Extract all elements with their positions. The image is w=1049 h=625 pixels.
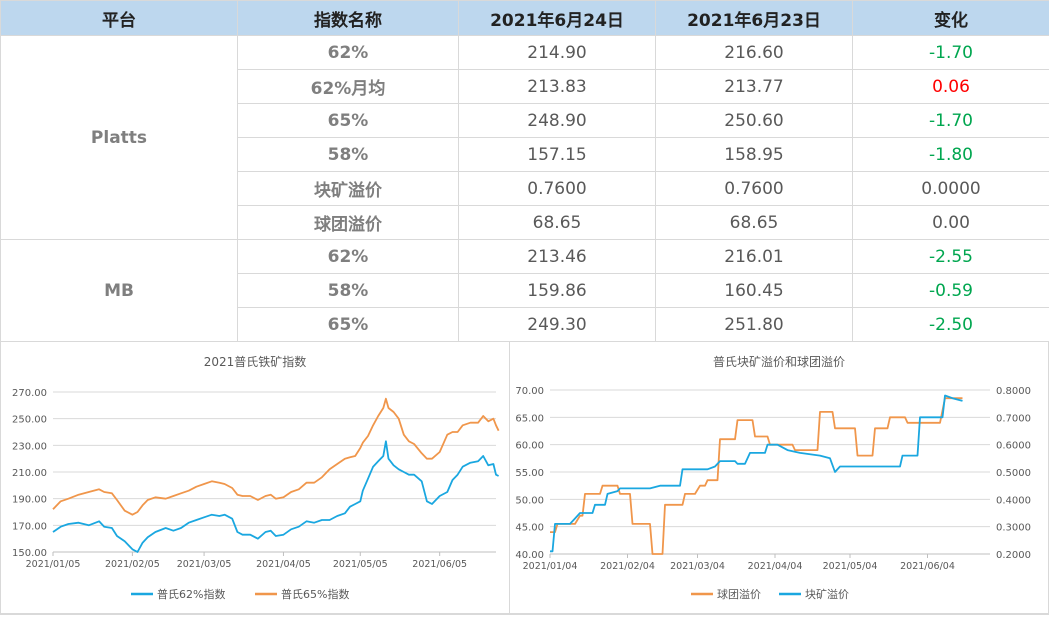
series-line-2: [53, 399, 499, 515]
platts-index-chart-panel: 2021普氏铁矿指数 150.00 170.00 190.00 210.00 230.00…: [0, 341, 510, 615]
header-index-name: 指数名称: [238, 1, 459, 36]
y-tick-label: 55.00: [515, 468, 544, 479]
index-name-cell: 62%月均: [238, 70, 459, 104]
index-name-cell: 58%: [238, 138, 459, 172]
x-tick-label: 2021/05/05: [333, 559, 388, 570]
premium-chart-panel: 普氏块矿溢价和球团溢价 40.00 45.00 50.00 55.00 60.00 65.0…: [509, 341, 1049, 615]
y-tick-label: 65.00: [515, 413, 544, 424]
index-name-cell: 65%: [238, 104, 459, 138]
y-right-tick-label: 0.3000: [996, 523, 1031, 534]
x-tick-label: 2021/06/04: [900, 561, 955, 572]
y-tick-label: 250.00: [12, 415, 47, 426]
header-date-1: 2021年6月24日: [459, 1, 656, 36]
x-tick-label: 2021/06/05: [412, 559, 467, 570]
change-cell: -2.55: [853, 240, 1049, 274]
y-tick-label: 50.00: [515, 495, 544, 506]
y-right-tick-label: 0.6000: [996, 441, 1031, 452]
index-name-cell: 块矿溢价: [238, 172, 459, 206]
index-name-cell: 65%: [238, 308, 459, 342]
y-tick-label: 190.00: [12, 495, 47, 506]
y-tick-label: 40.00: [515, 550, 544, 561]
value-date2-cell: 216.01: [656, 240, 853, 274]
platform-cell: MB: [1, 240, 238, 342]
change-cell: 0.0000: [853, 172, 1049, 206]
chart-title: 2021普氏铁矿指数: [204, 354, 307, 369]
y-right-tick-label: 0.7000: [996, 413, 1031, 424]
header-change: 变化: [853, 1, 1049, 36]
value-date1-cell: 68.65: [459, 206, 656, 240]
change-cell: -1.70: [853, 104, 1049, 138]
value-date1-cell: 213.83: [459, 70, 656, 104]
value-date1-cell: 0.7600: [459, 172, 656, 206]
value-date1-cell: 249.30: [459, 308, 656, 342]
x-tick-label: 2021/01/04: [523, 561, 578, 572]
change-cell: 0.00: [853, 206, 1049, 240]
y-tick-label: 170.00: [12, 521, 47, 532]
platform-cell: Platts: [1, 36, 238, 240]
change-cell: -1.80: [853, 138, 1049, 172]
value-date2-cell: 250.60: [656, 104, 853, 138]
y-right-tick-label: 0.2000: [996, 550, 1031, 561]
change-cell: -0.59: [853, 274, 1049, 308]
value-date2-cell: 216.60: [656, 36, 853, 70]
x-tick-label: 2021/03/05: [177, 559, 232, 570]
series-line-2: [550, 396, 963, 552]
change-cell: 0.06: [853, 70, 1049, 104]
value-date1-cell: 213.46: [459, 240, 656, 274]
x-tick-label: 2021/01/05: [26, 559, 81, 570]
premium-chart: 普氏块矿溢价和球团溢价 40.00 45.00 50.00 55.00 60.00 65.0…: [510, 342, 1048, 614]
y-tick-label: 60.00: [515, 441, 544, 452]
y-tick-label: 210.00: [12, 468, 47, 479]
chart-title: 普氏块矿溢价和球团溢价: [713, 355, 845, 369]
y-tick-label: 70.00: [515, 386, 544, 397]
bottom-divider: [0, 613, 1049, 625]
index-name-cell: 62%: [238, 36, 459, 70]
index-name-cell: 62%: [238, 240, 459, 274]
change-cell: -1.70: [853, 36, 1049, 70]
index-name-cell: 球团溢价: [238, 206, 459, 240]
value-date2-cell: 160.45: [656, 274, 853, 308]
index-name-cell: 58%: [238, 274, 459, 308]
value-date1-cell: 248.90: [459, 104, 656, 138]
x-tick-label: 2021/04/05: [256, 559, 311, 570]
table-header-row: 平台 指数名称 2021年6月24日 2021年6月23日 变化: [1, 1, 1049, 36]
header-platform: 平台: [1, 1, 238, 36]
platts-index-chart: 2021普氏铁矿指数 150.00 170.00 190.00 210.00 230.00…: [1, 342, 509, 614]
change-cell: -2.50: [853, 308, 1049, 342]
x-tick-label: 2021/04/04: [748, 561, 803, 572]
value-date2-cell: 251.80: [656, 308, 853, 342]
value-date2-cell: 68.65: [656, 206, 853, 240]
series-line-1: [550, 398, 963, 554]
x-tick-label: 2021/02/04: [600, 561, 655, 572]
legend-label: 普氏65%指数: [281, 587, 349, 601]
x-tick-label: 2021/03/04: [670, 561, 725, 572]
y-tick-label: 230.00: [12, 441, 47, 452]
y-tick-label: 45.00: [515, 523, 544, 534]
value-date2-cell: 213.77: [656, 70, 853, 104]
value-date1-cell: 214.90: [459, 36, 656, 70]
legend-label: 普氏62%指数: [157, 587, 225, 601]
y-right-tick-label: 0.5000: [996, 468, 1031, 479]
legend-label: 球团溢价: [717, 587, 761, 601]
header-date-2: 2021年6月23日: [656, 1, 853, 36]
x-tick-label: 2021/02/05: [105, 559, 160, 570]
y-right-tick-label: 0.8000: [996, 386, 1031, 397]
value-date1-cell: 159.86: [459, 274, 656, 308]
x-tick-label: 2021/05/04: [823, 561, 878, 572]
value-date1-cell: 157.15: [459, 138, 656, 172]
legend-label: 块矿溢价: [805, 587, 849, 601]
y-tick-label: 270.00: [12, 388, 47, 399]
value-date2-cell: 0.7600: [656, 172, 853, 206]
y-tick-label: 150.00: [12, 548, 47, 559]
value-date2-cell: 158.95: [656, 138, 853, 172]
y-right-tick-label: 0.4000: [996, 495, 1031, 506]
